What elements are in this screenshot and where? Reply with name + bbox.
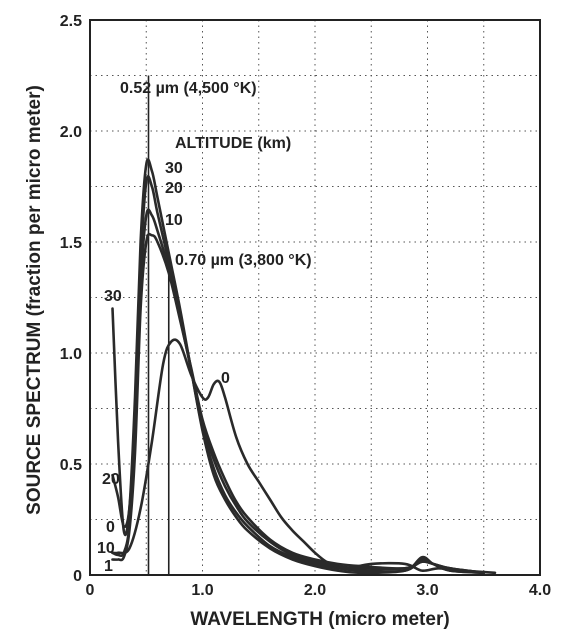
x-axis-label: WAVELENGTH (micro meter) <box>190 609 449 630</box>
series-label-20-left: 20 <box>102 471 120 488</box>
series-line-0km <box>111 338 497 575</box>
x-tick-label: 2.0 <box>304 582 326 599</box>
y-tick-label: 1.5 <box>60 235 82 252</box>
y-tick-label: 2.0 <box>60 124 82 141</box>
series-label-0-left: 0 <box>106 519 115 536</box>
y-tick-label: 1.0 <box>60 346 82 363</box>
x-tick-label: 3.0 <box>416 582 438 599</box>
series-curves <box>111 158 497 575</box>
y-tick-label: 2.5 <box>60 13 82 30</box>
series-label-10-left: 10 <box>97 540 115 557</box>
series-label-10: 10 <box>165 212 183 229</box>
y-tick-label: 0 <box>73 568 82 585</box>
y-axis-label: SOURCE SPECTRUM (fraction per micro mete… <box>24 85 45 515</box>
series-labels: 30 20 10 0 30 20 0 10 1 <box>97 160 230 575</box>
series-label-20: 20 <box>165 180 183 197</box>
x-tick-label: 0 <box>86 582 95 599</box>
wavelength-markers <box>147 75 170 575</box>
grid <box>90 20 540 575</box>
annotation-070: 0.70 µm (3,800 °K) <box>175 252 312 269</box>
plot-frame <box>89 19 541 576</box>
y-tick-label: 0.5 <box>60 457 82 474</box>
x-tick-label: 4.0 <box>529 582 551 599</box>
y-tick-labels: 0 0.5 1.0 1.5 2.0 2.5 <box>60 13 82 585</box>
series-label-0: 0 <box>221 370 230 387</box>
series-line-1km <box>111 232 486 575</box>
series-label-30: 30 <box>165 160 183 177</box>
series-label-30-left: 30 <box>104 288 122 305</box>
x-tick-labels: 0 1.0 2.0 3.0 4.0 <box>86 582 552 599</box>
x-tick-label: 1.0 <box>191 582 213 599</box>
legend-title: ALTITUDE (km) <box>175 135 291 152</box>
annotation-052: 0.52 µm (4,500 °K) <box>120 80 257 97</box>
series-label-1-left: 1 <box>104 558 113 575</box>
